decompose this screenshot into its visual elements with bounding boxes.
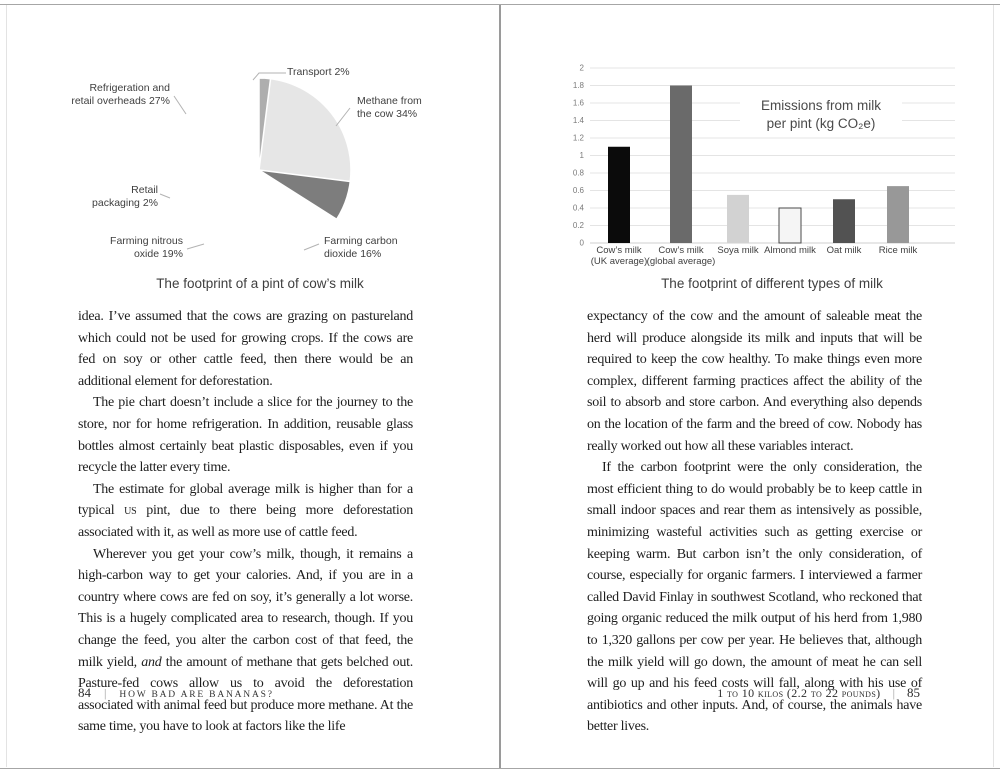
paragraph: expectancy of the cow and the amount of … <box>587 306 922 457</box>
left-footer: 84 | HOW BAD ARE BANANAS? <box>78 684 274 702</box>
leader-line <box>335 107 351 127</box>
pie-label-line: retail overheads 27% <box>71 95 170 107</box>
y-tick-label: 0.2 <box>573 221 585 230</box>
leader-line <box>186 243 205 250</box>
leader-line <box>252 72 286 81</box>
y-tick-label: 0 <box>580 239 585 248</box>
left-page: Methane from the cow 34% Farming carbon … <box>56 66 422 738</box>
paragraph: If the carbon footprint were the only co… <box>587 457 922 738</box>
y-tick-label: 0.4 <box>573 204 585 213</box>
text-segment: The estimate for global average milk is … <box>78 481 413 519</box>
pie-chart <box>159 72 352 251</box>
text-segment: us <box>124 503 137 519</box>
y-axis-labels: 0 0.2 0.4 0.6 0.8 1 1.2 1.4 1.6 1.8 2 <box>573 64 585 248</box>
pie-leader-lines <box>159 72 351 251</box>
bar <box>670 85 692 243</box>
body-text-right: expectancy of the cow and the amount of … <box>587 306 922 738</box>
bar-chart: 0 0.2 0.4 0.6 0.8 1 1.2 1.4 1.6 1.8 2 Cow’s milk (UK… <box>573 64 955 267</box>
pie-label-refrigeration: Refrigeration and retail overheads 27% <box>56 82 170 108</box>
left-edge-rule <box>6 5 7 767</box>
y-tick-label: 1.4 <box>573 116 585 125</box>
x-tick-label: Soya milk <box>717 245 758 256</box>
bar <box>608 146 630 243</box>
leader-line <box>303 243 320 251</box>
text-segment: Wherever you get your cow’s milk, though… <box>78 546 413 670</box>
pie-label-methane: Methane from the cow 34% <box>357 95 422 121</box>
paragraph: Wherever you get your cow’s milk, though… <box>78 544 413 738</box>
y-tick-label: 1.6 <box>573 99 585 108</box>
pie-label-transport: Transport 2% <box>287 66 350 79</box>
right-edge-rule <box>993 5 994 767</box>
leader-line <box>173 95 187 115</box>
pie-slice <box>258 77 352 183</box>
paragraph: The estimate for global average milk is … <box>78 479 413 544</box>
bar <box>727 194 749 243</box>
pie-label-line: Farming nitrous <box>110 235 183 247</box>
pie-label-line: Farming carbon <box>324 235 398 247</box>
paragraph: The pie chart doesn’t include a slice fo… <box>78 392 413 478</box>
x-tick-label: Almond milk <box>764 245 816 256</box>
x-tick-label: Oat milk <box>827 245 862 256</box>
page-number-right: 85 <box>907 685 920 700</box>
pie-label-line: the cow 34% <box>357 108 418 120</box>
text-segment: the amount of methane that gets belched … <box>78 654 413 735</box>
body-text-left: idea. I’ve assumed that the cows are gra… <box>78 306 413 738</box>
text-segment: The pie chart doesn’t include a slice fo… <box>78 395 413 476</box>
x-tick-label: Rice milk <box>879 245 918 256</box>
bars <box>608 85 909 244</box>
x-axis-labels: Cow’s milk (UK average)Cow’s milk (global … <box>591 245 918 267</box>
pie-label-retail-packaging: Retail packaging 2% <box>78 184 158 210</box>
pie-label-farming-nitrous: Farming nitrous oxide 19% <box>93 235 183 261</box>
pie-slice <box>258 77 272 171</box>
top-rule <box>0 4 1000 5</box>
footer-separator: | <box>892 686 895 700</box>
text-segment: If the carbon footprint were the only co… <box>587 460 922 735</box>
bar <box>778 207 802 244</box>
bar-caption: The footprint of different types of milk <box>661 276 883 291</box>
y-tick-label: 1 <box>580 151 585 160</box>
pie-label-line: packaging 2% <box>92 197 158 209</box>
right-footer: 1 to 10 kilos (2.2 to 22 pounds) | 85 <box>717 684 920 702</box>
page-number-left: 84 <box>78 685 91 700</box>
x-tick-label: Cow’s milk (global average) <box>647 245 716 267</box>
page-fold <box>499 5 501 768</box>
pie-label-line: dioxide 16% <box>324 248 382 260</box>
bar-title-line: per pint (kg CO₂e) <box>766 115 876 131</box>
book-title: HOW BAD ARE BANANAS? <box>119 690 274 700</box>
bottom-rule <box>0 768 1000 769</box>
footer-separator: | <box>104 686 107 700</box>
bar <box>887 186 909 243</box>
bar-title-line: Emissions from milk <box>760 98 881 113</box>
y-tick-label: 1.8 <box>573 81 585 90</box>
bar-chart-title: Emissions from milk per pint (kg CO₂e) <box>740 95 902 134</box>
text-segment: expectancy of the cow and the amount of … <box>587 309 922 454</box>
pie-label-line: Refrigeration and <box>89 82 170 94</box>
chapter-title: 1 to 10 kilos (2.2 to 22 pounds) <box>717 686 881 700</box>
paragraph: idea. I’ve assumed that the cows are gra… <box>78 306 413 392</box>
text-segment: and <box>141 654 162 670</box>
leader-line <box>159 193 171 199</box>
pie-label-line: Retail <box>131 184 158 196</box>
pie-caption: The footprint of a pint of cow’s milk <box>156 276 364 291</box>
text-segment: pint, due to there being more deforestat… <box>78 503 413 540</box>
bar <box>833 199 855 243</box>
y-tick-label: 2 <box>580 64 585 73</box>
y-tick-label: 0.6 <box>573 186 585 195</box>
pie-label-line: oxide 19% <box>133 248 183 260</box>
text-segment: idea. I’ve assumed that the cows are gra… <box>78 309 413 389</box>
right-page: 0 0.2 0.4 0.6 0.8 1 1.2 1.4 1.6 1.8 2 Cow’s milk (UK… <box>500 0 1000 773</box>
pie-label-farming-carbon: Farming carbon dioxide 16% <box>324 235 398 261</box>
pie-label-line: Methane from <box>357 95 422 107</box>
pie-label-line: Transport 2% <box>287 66 350 78</box>
x-tick-label: Cow’s milk (UK average) <box>591 245 648 267</box>
y-tick-label: 0.8 <box>573 169 585 178</box>
y-tick-label: 1.2 <box>573 134 585 143</box>
pie-slices <box>258 77 352 221</box>
